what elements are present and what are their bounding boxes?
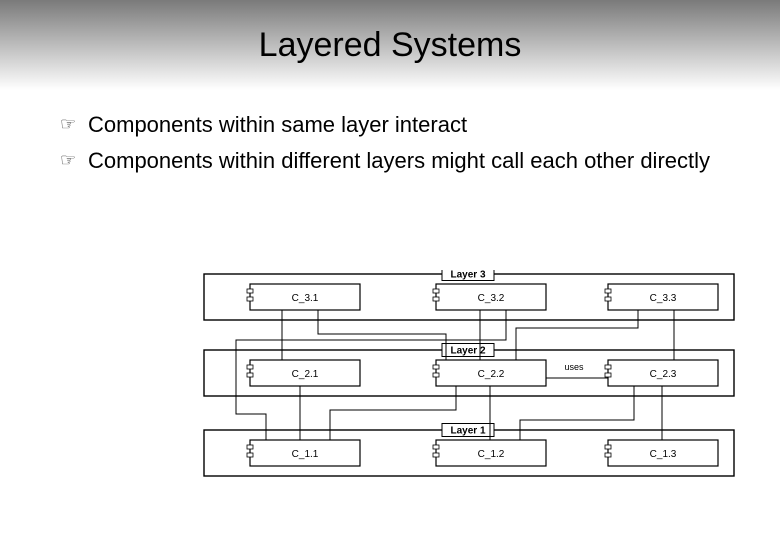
svg-text:C_3.3: C_3.3 <box>650 293 677 304</box>
svg-text:uses: uses <box>564 362 584 372</box>
bullet-text: Components within different layers might… <box>88 146 740 176</box>
svg-text:Layer 2: Layer 2 <box>450 346 485 357</box>
bullet-item: ☞ Components within different layers mig… <box>60 146 740 176</box>
svg-text:Layer 3: Layer 3 <box>450 270 485 281</box>
slide-title: Layered Systems <box>259 26 522 65</box>
bullet-text: Components within same layer interact <box>88 110 740 140</box>
diagram-svg: Layer 3 Layer 2 Layer 1 uses C_3.1 C_3.2 C_3.3… <box>200 270 740 490</box>
layer-diagram: Layer 3 Layer 2 Layer 1 uses C_3.1 C_3.2 C_3.3… <box>200 270 740 490</box>
svg-text:C_1.1: C_1.1 <box>292 449 319 460</box>
pointer-icon: ☞ <box>60 146 88 174</box>
slide: Layered Systems ☞ Components within same… <box>0 0 780 540</box>
pointer-icon: ☞ <box>60 110 88 138</box>
bullet-item: ☞ Components within same layer interact <box>60 110 740 140</box>
svg-text:C_2.1: C_2.1 <box>292 369 319 380</box>
svg-text:C_3.1: C_3.1 <box>292 293 319 304</box>
svg-text:C_2.2: C_2.2 <box>478 369 505 380</box>
bullet-list: ☞ Components within same layer interact … <box>60 110 740 182</box>
svg-text:Layer 1: Layer 1 <box>450 426 485 437</box>
title-band: Layered Systems <box>0 0 780 90</box>
svg-text:C_2.3: C_2.3 <box>650 369 677 380</box>
svg-text:C_1.2: C_1.2 <box>478 449 505 460</box>
svg-text:C_3.2: C_3.2 <box>478 293 505 304</box>
svg-text:C_1.3: C_1.3 <box>650 449 677 460</box>
